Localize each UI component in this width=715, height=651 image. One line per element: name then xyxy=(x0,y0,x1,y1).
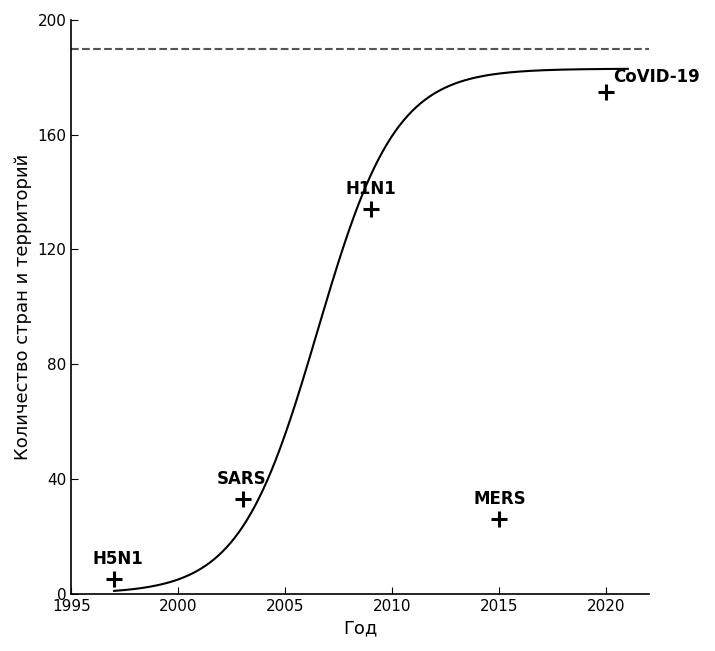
Text: MERS: MERS xyxy=(474,490,526,508)
Text: H1N1: H1N1 xyxy=(345,180,396,198)
Y-axis label: Количество стран и территорий: Количество стран и территорий xyxy=(14,154,32,460)
X-axis label: Год: Год xyxy=(343,619,378,637)
Text: CoVID-19: CoVID-19 xyxy=(613,68,699,86)
Text: SARS: SARS xyxy=(217,469,267,488)
Text: H5N1: H5N1 xyxy=(93,550,144,568)
